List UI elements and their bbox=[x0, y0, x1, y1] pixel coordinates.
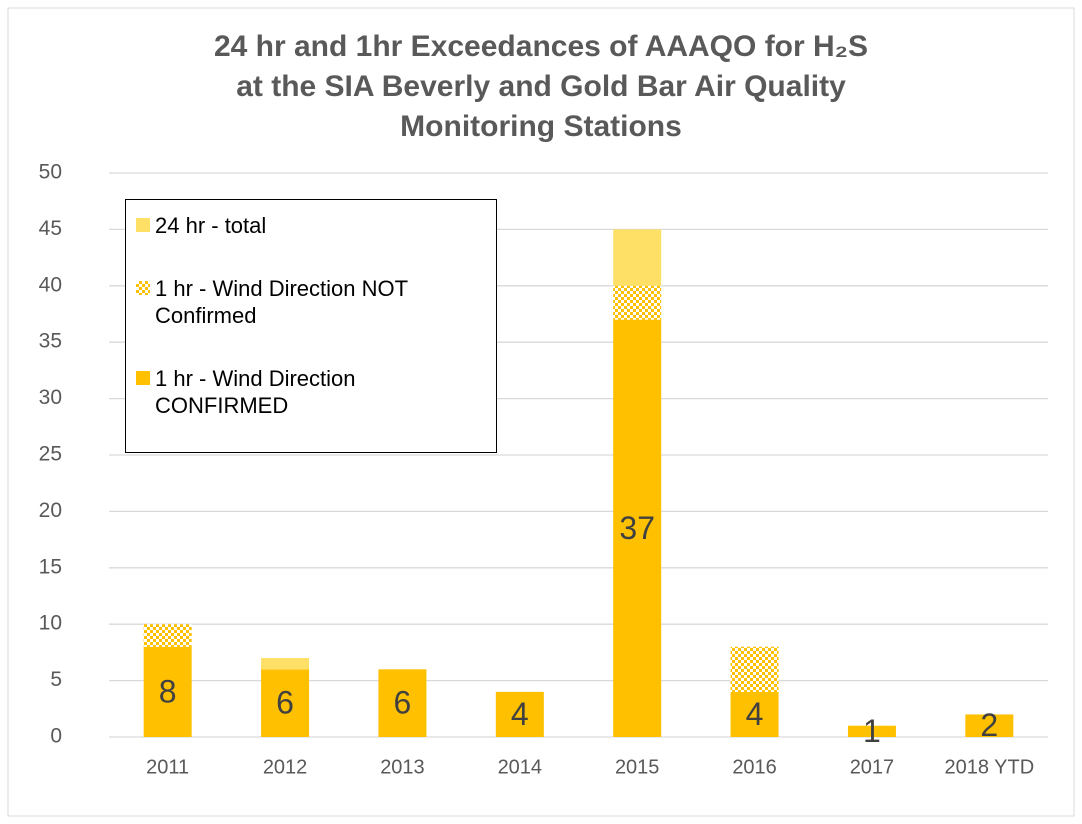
data-label: 4 bbox=[746, 696, 764, 732]
y-tick-label: 30 bbox=[39, 386, 62, 409]
chart-title: Monitoring Stations bbox=[400, 110, 682, 143]
y-tick-label: 50 bbox=[39, 161, 62, 184]
bar-segment bbox=[730, 691, 779, 737]
data-label: 8 bbox=[159, 673, 177, 709]
x-tick-label: 2018 YTD bbox=[944, 756, 1034, 778]
y-tick-label: 10 bbox=[39, 612, 62, 635]
bar-segment bbox=[261, 658, 310, 670]
bar-segment bbox=[613, 285, 662, 320]
legend-swatch bbox=[136, 371, 150, 385]
y-tick-label: 5 bbox=[50, 668, 62, 691]
data-label: 6 bbox=[276, 685, 294, 721]
data-label: 6 bbox=[394, 685, 412, 721]
chart-title: at the SIA Beverly and Gold Bar Air Qual… bbox=[236, 70, 846, 103]
data-label: 1 bbox=[863, 713, 881, 749]
data-label: 2 bbox=[980, 707, 998, 743]
x-tick-label: 2016 bbox=[732, 756, 777, 778]
bar-segment bbox=[613, 319, 662, 737]
x-tick-label: 2011 bbox=[146, 756, 189, 778]
data-label: 4 bbox=[511, 696, 529, 732]
y-tick-label: 15 bbox=[39, 555, 62, 578]
legend-swatch bbox=[136, 281, 150, 295]
bar-segment bbox=[143, 646, 192, 737]
legend-entry: 1 hr - Wind Direction CONFIRMED bbox=[136, 365, 486, 419]
legend-label: 1 hr - Wind Direction CONFIRMED bbox=[155, 366, 356, 418]
y-tick-label: 45 bbox=[39, 217, 62, 240]
bar-segment bbox=[261, 669, 310, 737]
bar-segment bbox=[495, 691, 544, 737]
x-tick-label: 2013 bbox=[380, 756, 425, 778]
chart-title: 24 hr and 1hr Exceedances of AAAQO for H… bbox=[214, 30, 868, 63]
x-tick-label: 2014 bbox=[498, 756, 543, 778]
bar-segment bbox=[730, 646, 779, 692]
y-tick-label: 35 bbox=[39, 330, 62, 353]
bar-segment bbox=[613, 229, 662, 286]
data-label: 37 bbox=[619, 510, 655, 546]
bar-segment bbox=[143, 624, 192, 647]
y-tick-label: 20 bbox=[39, 499, 62, 522]
y-tick-label: 0 bbox=[50, 725, 62, 748]
legend-label: 1 hr - Wind Direction NOT Confirmed bbox=[155, 276, 408, 328]
y-tick-label: 40 bbox=[39, 273, 62, 296]
legend-label: 24 hr - total bbox=[155, 213, 267, 238]
y-tick-label: 25 bbox=[39, 443, 62, 466]
bar-segment bbox=[378, 669, 427, 737]
legend: 24 hr - total 1 hr - Wind Direction NOT C… bbox=[125, 199, 497, 453]
x-tick-label: 2015 bbox=[615, 756, 660, 778]
x-tick-label: 2012 bbox=[263, 756, 308, 778]
bar-segment bbox=[965, 714, 1014, 737]
x-tick-label: 2017 bbox=[850, 756, 895, 778]
legend-entry: 24 hr - total bbox=[136, 212, 486, 239]
legend-entry: 1 hr - Wind Direction NOT Confirmed bbox=[136, 275, 486, 329]
legend-swatch bbox=[136, 218, 150, 232]
bar-segment bbox=[847, 725, 896, 737]
